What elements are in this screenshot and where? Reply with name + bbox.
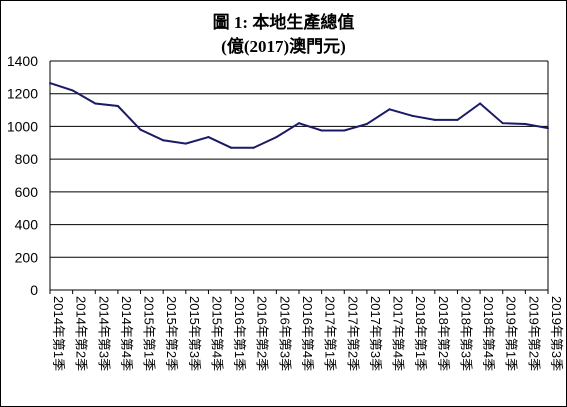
x-tick-label-22: 2019年第3季 — [549, 296, 564, 371]
data-point-10 — [275, 136, 278, 139]
x-tick-label-18: 2018年第3季 — [458, 296, 473, 371]
y-tick-label-1200: 1200 — [7, 86, 38, 102]
chart-title: 圖 1: 本地生產總值 — [212, 13, 355, 32]
data-point-15 — [388, 108, 391, 111]
x-tick-label-8: 2016年第1季 — [232, 296, 247, 371]
x-tick-label-17: 2018年第2季 — [436, 296, 451, 371]
y-tick-label-800: 800 — [15, 151, 39, 167]
x-tick-label-12: 2017年第1季 — [323, 296, 338, 371]
data-point-2 — [94, 102, 97, 105]
data-point-0 — [49, 82, 51, 85]
x-tick-label-21: 2019年第2季 — [526, 296, 541, 371]
data-point-19 — [479, 102, 482, 105]
data-point-16 — [411, 114, 414, 117]
x-tick-label-9: 2016年第2季 — [255, 296, 270, 371]
x-tick-label-4: 2015年第1季 — [142, 296, 157, 371]
y-tick-label-1000: 1000 — [7, 118, 38, 134]
data-point-5 — [162, 139, 165, 142]
data-point-20 — [501, 122, 504, 125]
x-tick-label-16: 2018年第1季 — [413, 296, 428, 371]
y-tick-label-400: 400 — [15, 217, 39, 233]
x-tick-label-11: 2016年第4季 — [300, 296, 315, 371]
chart-subtitle: (億(2017)澳門元) — [221, 37, 346, 56]
data-point-11 — [298, 122, 300, 125]
x-tick-label-10: 2016年第3季 — [277, 296, 292, 371]
data-point-3 — [116, 104, 119, 107]
x-tick-label-2: 2014年第3季 — [96, 296, 111, 371]
data-point-9 — [252, 146, 255, 149]
data-point-4 — [139, 128, 142, 131]
x-tick-label-5: 2015年第2季 — [164, 296, 179, 371]
x-tick-label-13: 2017年第2季 — [345, 296, 360, 371]
x-tick-label-15: 2017年第4季 — [391, 296, 406, 371]
data-point-13 — [343, 129, 346, 132]
data-point-22 — [547, 127, 549, 130]
x-tick-label-19: 2018年第4季 — [481, 296, 496, 371]
data-point-12 — [320, 129, 323, 132]
x-tick-label-14: 2017年第3季 — [368, 296, 383, 371]
x-tick-label-20: 2019年第1季 — [504, 296, 519, 371]
data-point-14 — [365, 122, 368, 125]
x-tick-label-3: 2014年第4季 — [119, 296, 134, 371]
y-tick-label-0: 0 — [30, 282, 38, 298]
data-point-7 — [207, 136, 210, 139]
x-tick-label-0: 2014年第1季 — [51, 296, 66, 371]
y-tick-label-1400: 1400 — [7, 53, 38, 69]
data-point-1 — [71, 89, 74, 92]
data-point-21 — [524, 122, 527, 125]
y-tick-label-600: 600 — [15, 184, 39, 200]
y-tick-label-200: 200 — [15, 249, 39, 265]
x-tick-label-6: 2015年第3季 — [187, 296, 202, 371]
data-point-6 — [184, 142, 187, 145]
data-point-18 — [456, 118, 459, 121]
series-line — [49, 82, 549, 149]
data-point-8 — [230, 146, 233, 149]
x-tick-label-1: 2014年第2季 — [74, 296, 89, 371]
x-tick-label-7: 2015年第4季 — [209, 296, 224, 371]
data-point-17 — [433, 118, 436, 121]
